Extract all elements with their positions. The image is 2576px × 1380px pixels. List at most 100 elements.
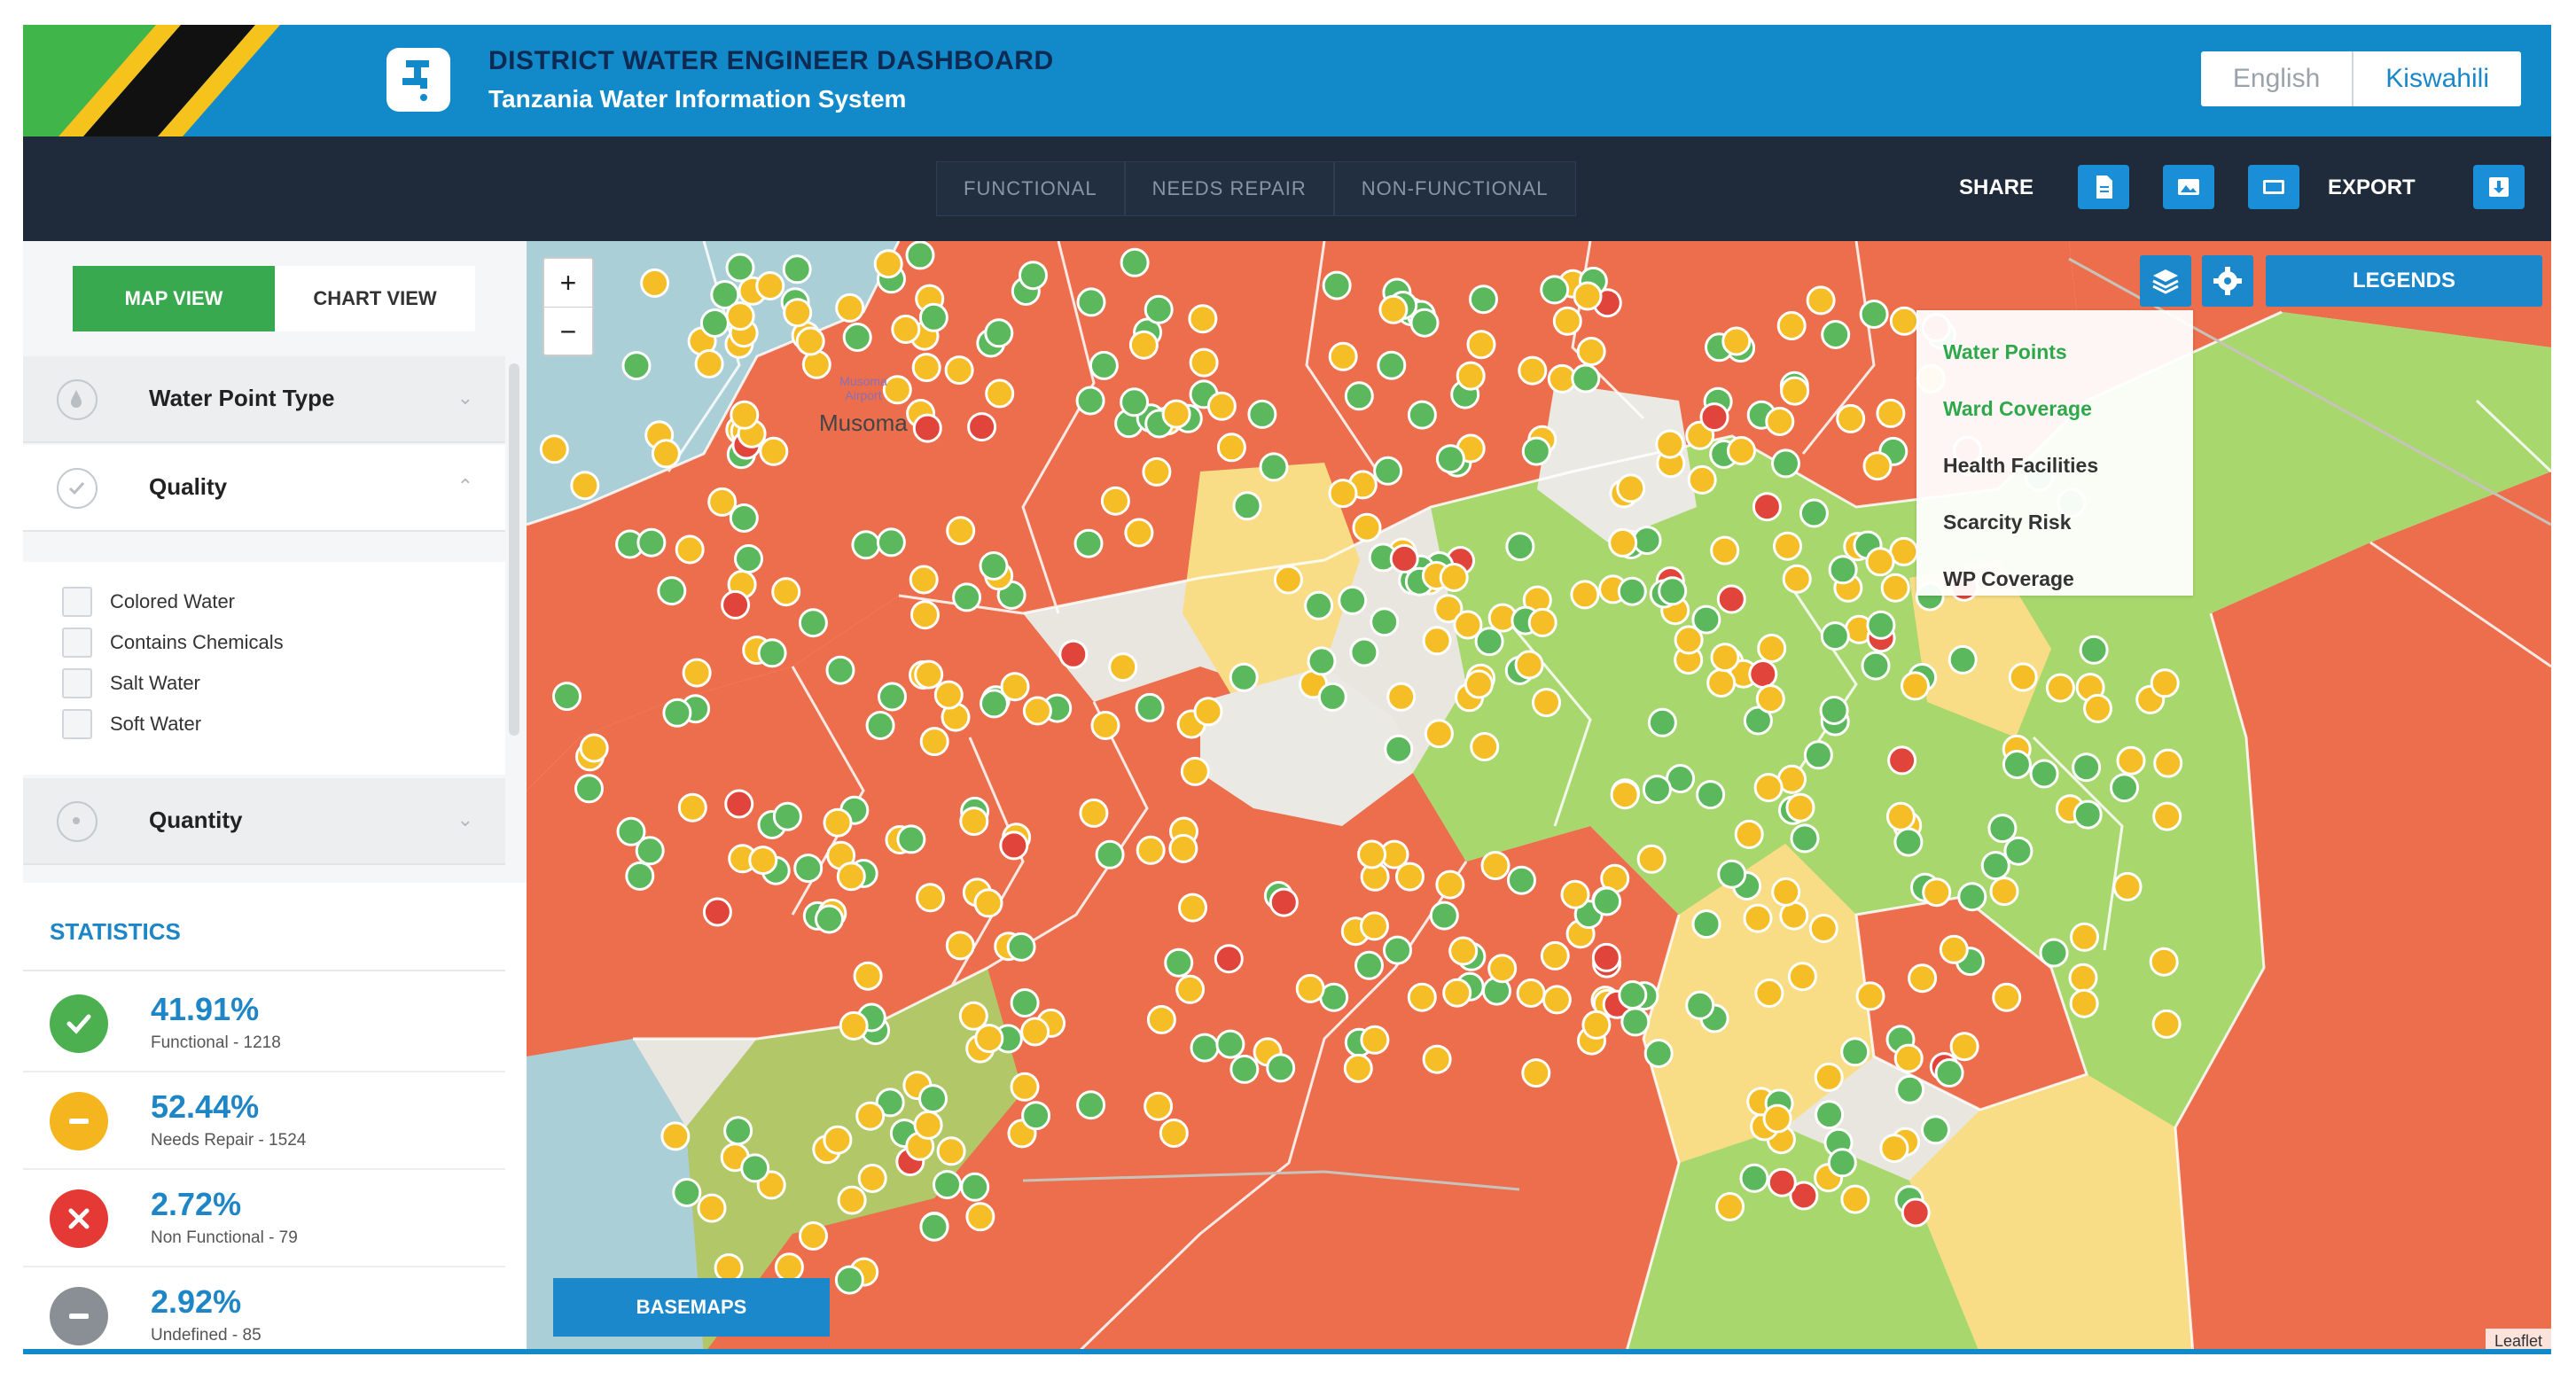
water-point-marker[interactable]	[878, 682, 907, 712]
water-point-marker[interactable]	[1765, 407, 1795, 436]
water-point-marker[interactable]	[1386, 682, 1417, 712]
water-point-marker[interactable]	[945, 931, 975, 961]
sidebar-scrollbar[interactable]	[509, 363, 519, 736]
water-point-marker[interactable]	[1696, 780, 1726, 810]
water-point-marker[interactable]	[724, 789, 754, 819]
layers-button[interactable]	[2140, 255, 2191, 307]
water-point-marker[interactable]	[1762, 1103, 1792, 1134]
water-point-marker[interactable]	[1901, 671, 1930, 701]
legends-button[interactable]: LEGENDS	[2266, 255, 2542, 307]
water-point-marker[interactable]	[1934, 1058, 1964, 1088]
water-point-marker[interactable]	[2149, 947, 2179, 977]
water-point-marker[interactable]	[1168, 833, 1198, 863]
water-point-marker[interactable]	[1828, 555, 1858, 585]
water-point-marker[interactable]	[694, 349, 724, 378]
water-point-marker[interactable]	[1076, 287, 1106, 317]
water-point-marker[interactable]	[823, 1125, 853, 1155]
water-point-marker[interactable]	[2073, 799, 2103, 830]
water-point-marker[interactable]	[1643, 1039, 1674, 1068]
water-point-marker[interactable]	[1247, 399, 1277, 429]
water-point-marker[interactable]	[918, 1084, 948, 1114]
water-point-marker[interactable]	[825, 655, 855, 685]
water-point-marker[interactable]	[1193, 697, 1223, 727]
water-point-marker[interactable]	[635, 836, 665, 866]
water-point-marker[interactable]	[1752, 492, 1782, 522]
water-point-marker[interactable]	[1739, 1163, 1769, 1193]
water-point-marker[interactable]	[1880, 573, 1910, 603]
water-point-marker[interactable]	[1721, 326, 1752, 356]
water-point-marker[interactable]	[734, 544, 763, 573]
water-point-marker[interactable]	[1710, 535, 1740, 565]
water-point-marker[interactable]	[1464, 669, 1494, 699]
quality-option-salt-water[interactable]: Salt Water	[62, 668, 200, 698]
water-point-marker[interactable]	[1893, 1043, 1924, 1073]
water-point-marker[interactable]	[999, 830, 1029, 861]
water-point-marker[interactable]	[1442, 978, 1472, 1008]
water-point-marker[interactable]	[1921, 1115, 1950, 1145]
water-point-marker[interactable]	[1632, 526, 1662, 556]
language-english-button[interactable]: English	[2201, 51, 2354, 106]
water-point-marker[interactable]	[1328, 479, 1358, 509]
water-point-marker[interactable]	[1773, 531, 1802, 561]
water-point-marker[interactable]	[1814, 1062, 1844, 1092]
water-point-marker[interactable]	[815, 904, 844, 934]
water-point-marker[interactable]	[1617, 576, 1647, 606]
water-point-marker[interactable]	[1949, 1032, 1979, 1062]
water-point-marker[interactable]	[1161, 399, 1191, 429]
water-point-marker[interactable]	[1295, 973, 1325, 1003]
water-point-marker[interactable]	[1095, 839, 1125, 869]
water-point-marker[interactable]	[1806, 285, 1836, 316]
water-point-marker[interactable]	[657, 576, 687, 606]
water-point-marker[interactable]	[1338, 585, 1368, 615]
water-point-marker[interactable]	[1206, 391, 1237, 421]
water-point-marker[interactable]	[1753, 773, 1784, 803]
water-point-marker[interactable]	[1188, 304, 1218, 334]
water-point-marker[interactable]	[1865, 547, 1895, 577]
water-point-marker[interactable]	[697, 1193, 727, 1223]
water-point-marker[interactable]	[1229, 1054, 1260, 1084]
water-point-marker[interactable]	[1743, 903, 1773, 933]
water-point-marker[interactable]	[1901, 1197, 1931, 1228]
water-point-marker[interactable]	[2068, 963, 2098, 993]
water-point-marker[interactable]	[1610, 780, 1640, 810]
share-map-button[interactable]	[2248, 165, 2299, 209]
water-point-marker[interactable]	[1608, 527, 1638, 557]
water-point-marker[interactable]	[1507, 865, 1536, 895]
water-point-marker[interactable]	[1322, 270, 1352, 300]
water-point-marker[interactable]	[774, 1252, 804, 1283]
checkbox[interactable]	[62, 628, 92, 658]
water-point-marker[interactable]	[730, 400, 760, 430]
water-point-marker[interactable]	[1360, 911, 1389, 941]
water-point-marker[interactable]	[1424, 719, 1454, 749]
water-point-marker[interactable]	[1581, 1010, 1612, 1040]
water-point-marker[interactable]	[958, 1001, 988, 1031]
water-point-marker[interactable]	[1076, 1090, 1106, 1120]
water-point-marker[interactable]	[1021, 1101, 1051, 1131]
water-point-marker[interactable]	[2153, 748, 2183, 778]
water-point-marker[interactable]	[911, 353, 941, 383]
water-point-marker[interactable]	[960, 1172, 990, 1202]
water-point-marker[interactable]	[721, 589, 751, 620]
water-point-marker[interactable]	[1409, 308, 1440, 338]
water-point-marker[interactable]	[1487, 954, 1518, 984]
water-point-marker[interactable]	[1266, 1053, 1296, 1083]
water-point-marker[interactable]	[1987, 814, 2018, 844]
water-point-marker[interactable]	[1518, 355, 1548, 386]
water-point-marker[interactable]	[1178, 893, 1207, 923]
water-point-marker[interactable]	[1022, 696, 1052, 726]
water-point-marker[interactable]	[1075, 386, 1105, 416]
quality-option-colored-water[interactable]: Colored Water	[62, 587, 235, 617]
water-point-marker[interactable]	[1159, 1119, 1189, 1148]
water-point-marker[interactable]	[919, 727, 949, 757]
water-point-marker[interactable]	[1448, 936, 1479, 966]
water-point-marker[interactable]	[1190, 1033, 1220, 1063]
water-point-marker[interactable]	[1439, 563, 1469, 592]
water-point-marker[interactable]	[793, 854, 824, 884]
water-point-marker[interactable]	[936, 1136, 966, 1166]
water-point-marker[interactable]	[1514, 650, 1544, 680]
water-point-marker[interactable]	[759, 436, 789, 466]
water-point-marker[interactable]	[1889, 306, 1919, 336]
water-point-marker[interactable]	[1715, 1192, 1745, 1221]
water-point-marker[interactable]	[876, 527, 906, 557]
water-point-marker[interactable]	[740, 1153, 770, 1183]
